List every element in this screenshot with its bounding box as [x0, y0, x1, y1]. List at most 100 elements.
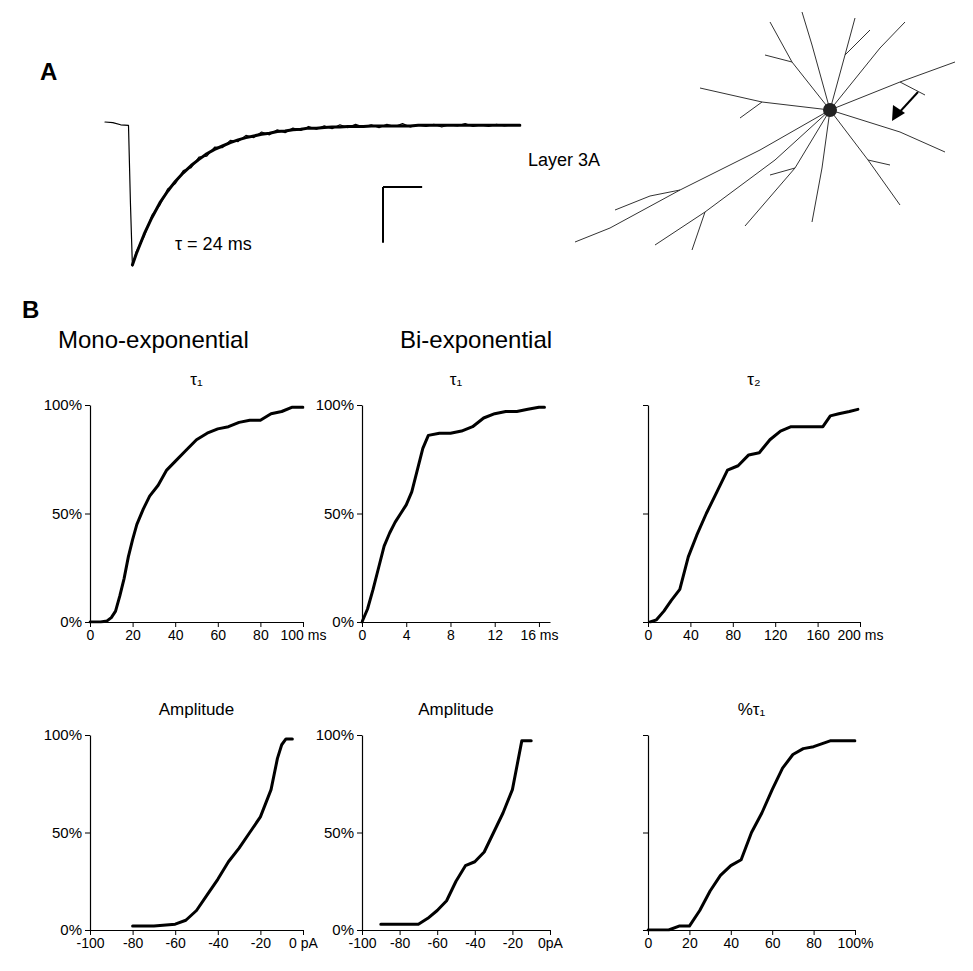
y-tick-mark: [85, 405, 90, 406]
x-tick: 160: [806, 622, 830, 643]
x-tick: 40: [683, 622, 699, 643]
x-tick-label: -60: [428, 935, 448, 951]
figure: ABMono-exponentialBi-exponentialτ = 24 m…: [0, 0, 973, 971]
plot-area: [90, 407, 303, 622]
x-tick: 8: [447, 622, 455, 643]
dendrite: [700, 88, 830, 110]
y-tick: 0%: [60, 613, 90, 630]
curve: [648, 741, 855, 930]
x-axis: 020406080100%: [645, 930, 874, 951]
y-tick: [643, 833, 648, 834]
x-tick-label: -40: [465, 935, 485, 951]
y-axis-line: [90, 736, 91, 931]
dendrite: [812, 110, 830, 222]
dendrite: [615, 190, 680, 210]
dendrite: [770, 168, 795, 175]
y-axis-line: [362, 736, 363, 931]
x-axis-line: [91, 930, 304, 931]
y-tick-label: 0%: [332, 921, 354, 938]
x-tick: -80: [390, 930, 410, 951]
y-tick-mark: [357, 735, 362, 736]
curve: [105, 122, 520, 266]
plot-title: %τ₁: [738, 700, 766, 719]
x-tick: -60: [428, 930, 448, 951]
x-tick-label: 0: [359, 627, 367, 643]
y-tick: 50%: [52, 505, 90, 522]
plot-title: τ₁: [190, 370, 203, 389]
plot-title: Amplitude: [418, 700, 494, 719]
y-tick: 50%: [324, 824, 362, 841]
x-axis: -100-80-60-40-200pA: [348, 930, 563, 951]
x-tick: 0: [645, 930, 653, 951]
dendrite: [745, 110, 830, 226]
x-tick-label: 20: [682, 935, 698, 951]
dendrite: [575, 110, 830, 242]
x-tick: 0: [645, 622, 653, 643]
x-axis-line: [363, 930, 551, 931]
y-axis: [643, 406, 649, 623]
y-tick-mark: [643, 405, 648, 406]
x-tick: 60: [765, 930, 781, 951]
x-tick: 60: [211, 622, 227, 643]
y-tick-mark: [85, 833, 90, 834]
y-tick-label: 100%: [316, 726, 354, 743]
x-axis-line: [91, 622, 304, 623]
x-tick: 200 ms: [838, 622, 884, 643]
y-axis: 0% 50% 100%: [316, 726, 363, 938]
plot-area: [381, 741, 531, 924]
x-tick: -80: [123, 930, 143, 951]
dendrite: [765, 55, 792, 62]
y-tick: 100%: [316, 726, 362, 743]
x-axis-line: [649, 930, 856, 931]
curve: [90, 407, 303, 622]
dendrite: [830, 18, 855, 110]
y-tick-label: 0%: [332, 613, 354, 630]
dendrite: [900, 82, 925, 95]
y-tick-mark: [357, 833, 362, 834]
y-axis-line: [362, 406, 363, 623]
x-tick-label: 40: [168, 627, 184, 643]
y-tick: 0%: [332, 613, 362, 630]
annotation: Layer 3A: [528, 150, 600, 170]
x-tick-label: -80: [123, 935, 143, 951]
y-axis-line: [648, 736, 649, 931]
x-tick: 120: [764, 622, 788, 643]
y-tick-label: 0%: [60, 921, 82, 938]
y-tick-mark: [357, 514, 362, 515]
x-tick-label: -20: [503, 935, 523, 951]
plot-area: [362, 407, 544, 622]
x-tick: 80: [806, 930, 822, 951]
y-tick: 100%: [316, 396, 362, 413]
x-tick-label: 40: [683, 627, 699, 643]
dendrite: [692, 212, 705, 250]
y-tick-mark: [85, 735, 90, 736]
panel-label: B: [22, 296, 39, 323]
x-tick-label: 120: [764, 627, 788, 643]
x-tick: 0pA: [538, 930, 564, 951]
dendrite: [868, 160, 890, 165]
panel-label: A: [40, 58, 57, 85]
x-tick-label: 0pA: [538, 935, 564, 951]
x-tick: 0: [87, 622, 95, 643]
y-tick: [643, 622, 648, 623]
y-axis: [643, 736, 649, 931]
dendrite: [845, 30, 870, 55]
scale-bar-y: [382, 187, 384, 243]
neuron-drawing: [575, 12, 955, 250]
x-tick-label: -60: [166, 935, 186, 951]
x-tick: 80: [253, 622, 269, 643]
dendrite: [830, 62, 955, 110]
x-tick: -40: [465, 930, 485, 951]
x-tick-label: -40: [208, 935, 228, 951]
dendrite: [802, 12, 830, 110]
y-tick: 100%: [44, 726, 90, 743]
plot-area: [648, 741, 855, 930]
x-tick: 100%: [838, 930, 874, 951]
x-tick-label: 0: [645, 935, 653, 951]
y-axis: 0%50%100%: [44, 396, 91, 630]
x-axis: -100-80-60-40-200 pA: [76, 930, 318, 951]
y-axis: 0%50%100%: [44, 726, 91, 938]
x-tick-label: -80: [390, 935, 410, 951]
y-tick: 50%: [324, 505, 362, 522]
dendrite: [830, 22, 905, 110]
